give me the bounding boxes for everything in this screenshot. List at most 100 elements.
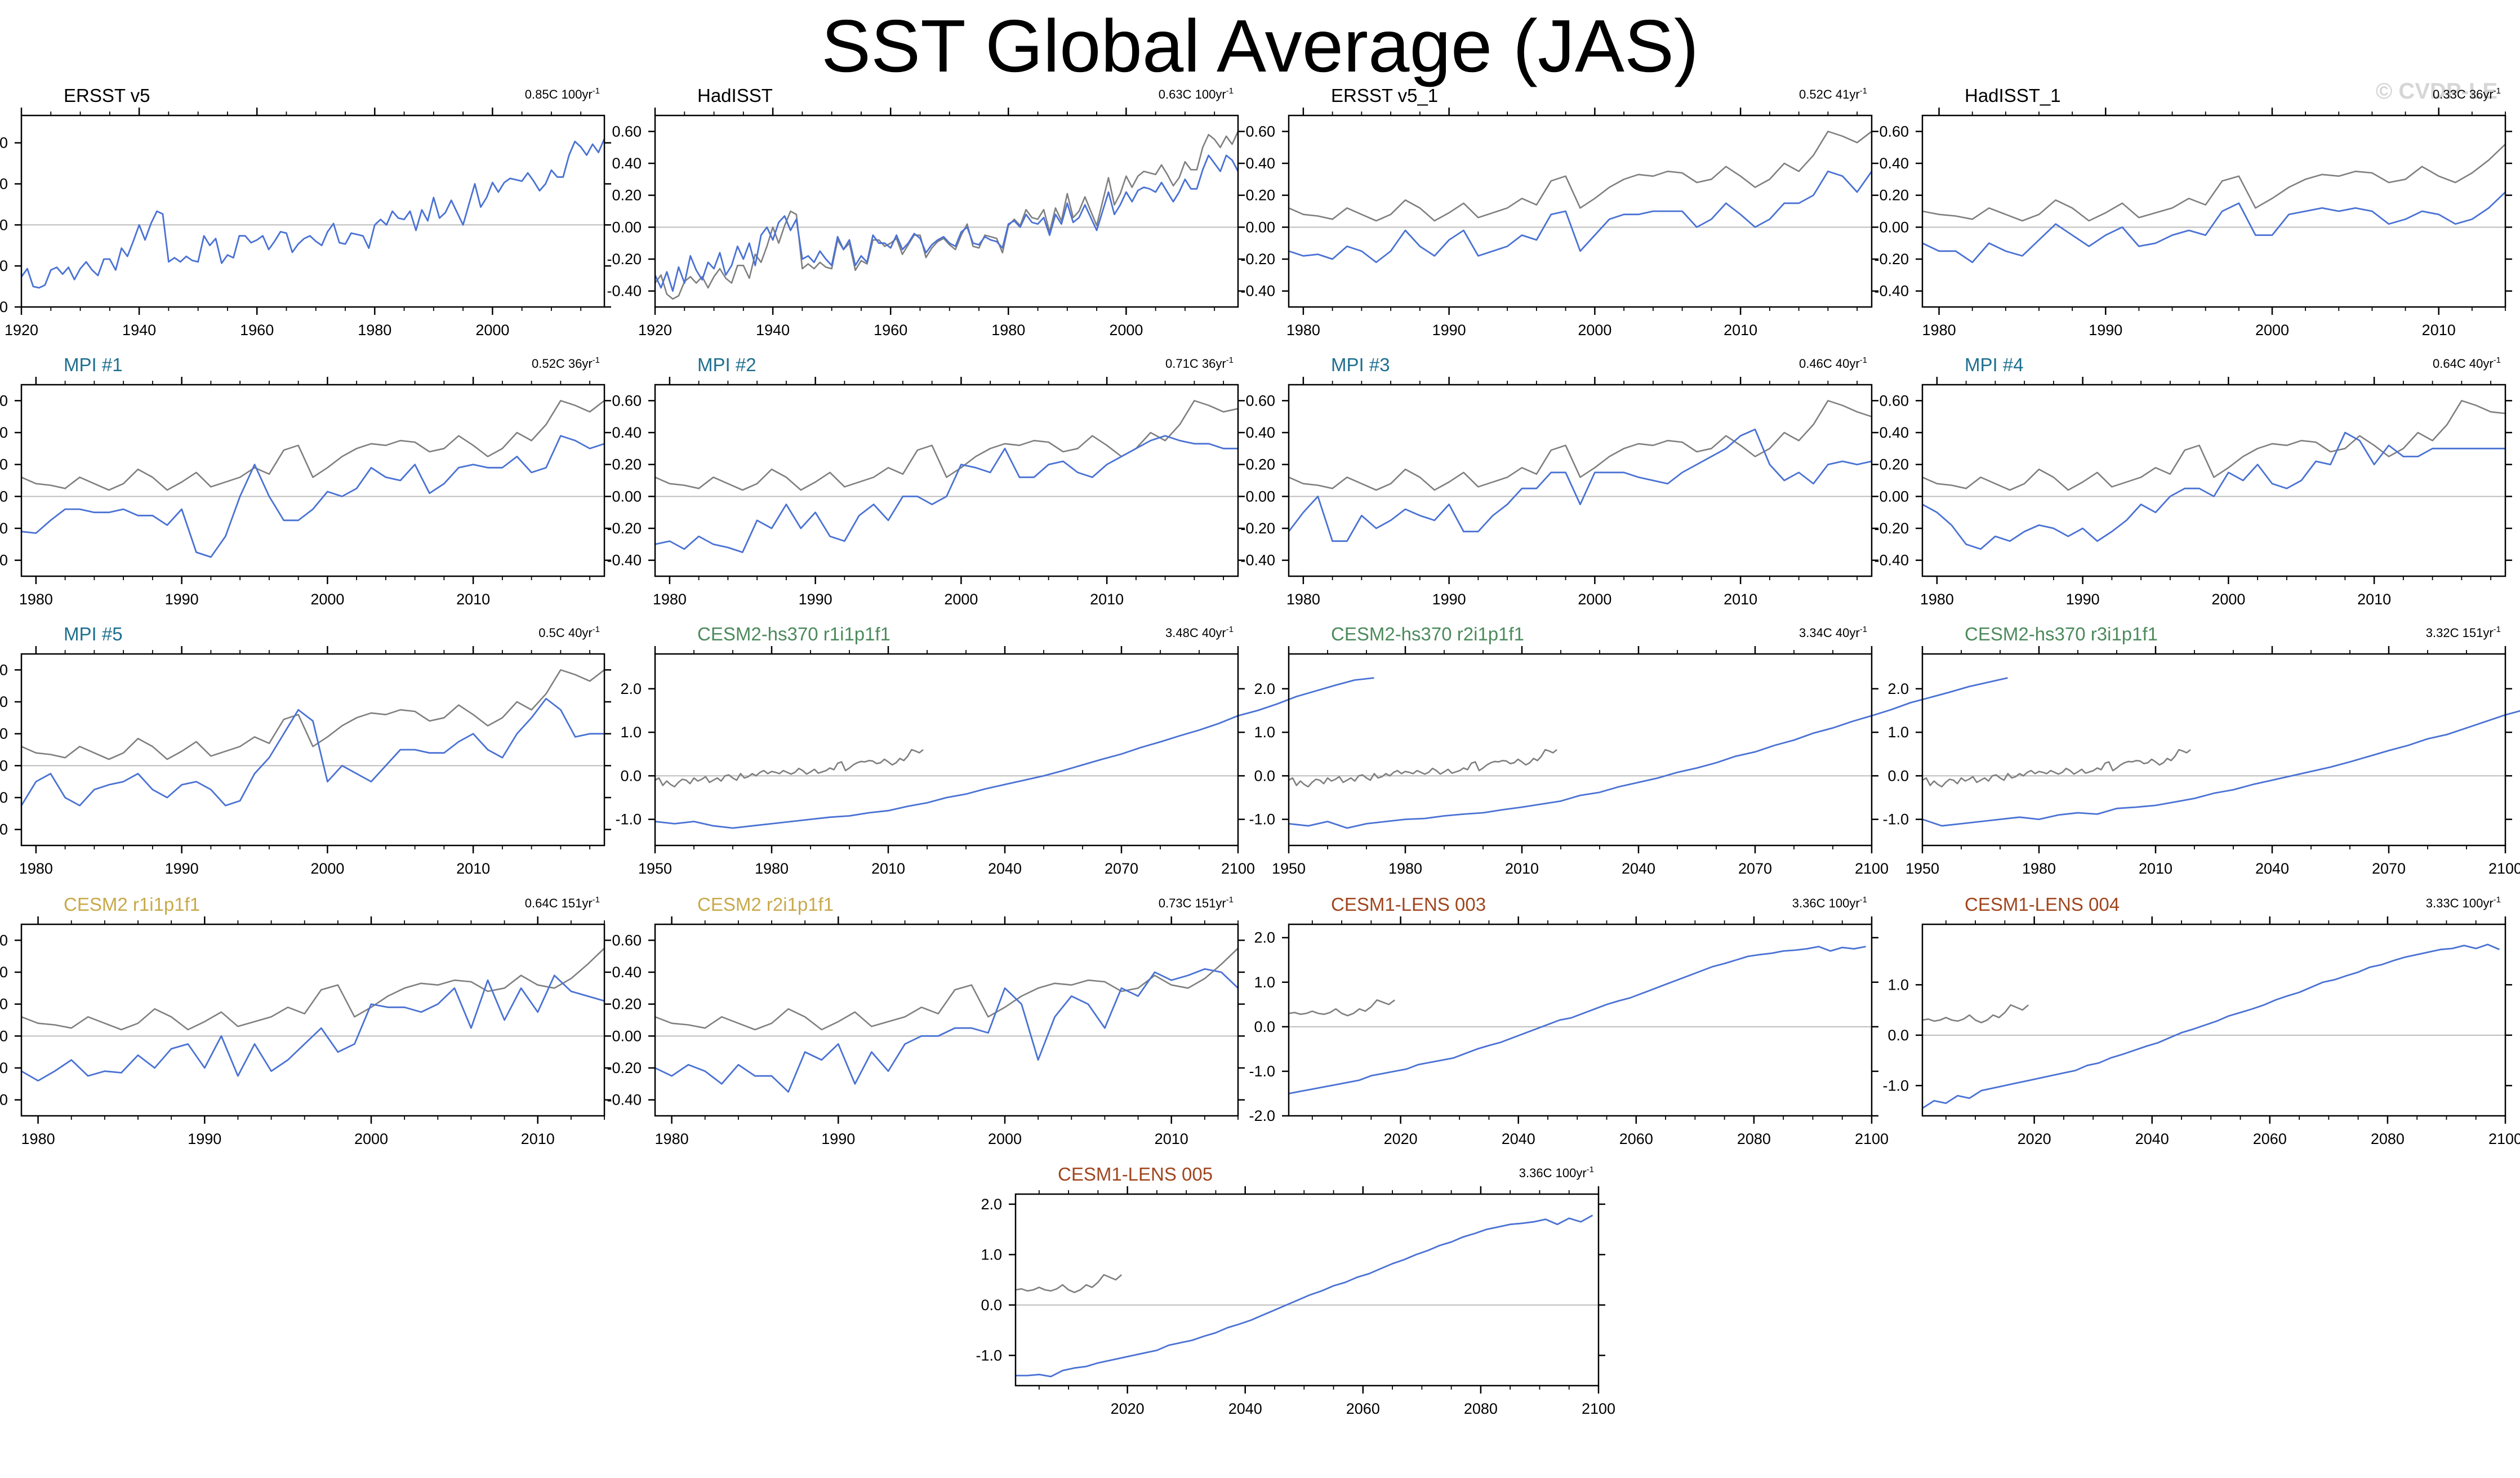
chart-panel: MPI #4 0.64C 40yr-1 0.60 0.40 0.20 0.00 -0.20 -… [1874,354,2512,608]
x-tick-label: 1960 [874,322,907,339]
panel-label: HadISST [697,85,773,106]
x-tick-label: 1990 [165,591,199,608]
trend-label: 0.64C 151yr-1 [525,895,600,910]
panel-label: CESM2 r2i1p1f1 [697,894,834,915]
y-tick-label: 2.0 [981,1196,1002,1213]
y-tick-label: 1.0 [1254,974,1275,991]
y-tick-label: -1.0 [615,811,642,828]
y-tick-label: 2.0 [1254,680,1275,697]
chart-panel: MPI #2 0.71C 36yr-1 0.60 0.40 0.20 0.00 -0.20 -… [607,354,1245,608]
model-series-line [655,435,1238,553]
model-series-line [655,968,1239,1093]
x-tick-label: 2000 [944,591,978,608]
y-tick-label: 0.40 [612,964,642,981]
x-tick-label: 1990 [1432,322,1466,339]
x-tick-label: 2040 [1622,860,1655,877]
plot-frame [1288,653,1873,847]
y-tick-label: 0.40 [0,964,8,981]
x-tick-label: 2000 [1578,322,1611,339]
trend-exponent: -1 [2494,86,2501,96]
y-tick-label: -0.40 [1240,552,1275,569]
x-tick-label: 1980 [1922,322,1956,339]
plot-frame [654,923,1239,1117]
panel-label: CESM2-hs370 r2i1p1f1 [1331,624,1524,644]
y-tick-label: 0.20 [1879,456,1909,473]
obs-series-line [1922,399,2506,491]
x-tick-label: 1990 [2089,322,2122,339]
y-tick-label: -0.20 [1240,520,1275,537]
x-tick-label: 2010 [2422,322,2456,339]
y-tick-label: -0.20 [607,1059,642,1076]
x-tick-label: 1980 [358,322,391,339]
model-series-line [655,677,1374,829]
panel-label: HadISST_1 [1965,85,2061,106]
model-series-line [21,974,605,1082]
y-tick-label: 0.20 [0,725,8,742]
x-tick-label: 2080 [1464,1400,1498,1417]
trend-exponent: -1 [1860,895,1867,905]
x-tick-label: 2000 [1578,591,1611,608]
y-tick-label: 0.60 [612,123,642,140]
y-tick-label: 0.00 [0,488,8,505]
x-tick-label: 1940 [756,322,790,339]
x-tick-label: 1980 [1286,322,1320,339]
y-tick-label: 0.0 [1887,1027,1909,1044]
y-tick-label: 0.20 [612,456,642,473]
x-tick-label: 2010 [1724,322,1757,339]
y-tick-label: -1.0 [1882,1077,1909,1094]
model-series-line [1288,428,1872,542]
y-tick-label: 0.0 [1254,1018,1275,1035]
x-tick-label: 1920 [5,322,38,339]
panel-label: ERSST v5_1 [1331,85,1438,106]
x-tick-label: 2000 [2211,591,2245,608]
y-tick-label: 0.20 [612,187,642,204]
y-tick-label: 0.60 [612,932,642,949]
y-tick-label: 0.60 [0,135,8,152]
trend-label: 0.63C 100yr-1 [1159,86,1234,101]
model-series-line [1922,710,2520,827]
x-tick-label: 2070 [1738,860,1772,877]
trend-label: 3.36C 100yr-1 [1519,1165,1594,1180]
y-tick-label: -0.40 [607,283,642,300]
y-tick-label: -0.20 [0,520,8,537]
plot-frame [1921,923,2506,1117]
obs-series-line [21,669,605,760]
x-tick-label: 1980 [1920,591,1954,608]
chart-panel: CESM1-LENS 003 3.36C 100yr-1 2.0 1.0 0.0 -1.0… [1249,894,1889,1147]
y-tick-label: 0.40 [0,693,8,710]
trend-exponent: -1 [2494,355,2501,365]
chart-panel: CESM1-LENS 005 3.36C 100yr-1 2.0 1.0 0.0 -1.0… [976,1164,1615,1417]
trend-label: 0.73C 151yr-1 [1159,895,1234,910]
y-tick-label: 0.60 [1245,392,1275,409]
trend-label: 0.71C 36yr-1 [1165,355,1234,371]
x-tick-label: 2000 [988,1130,1022,1147]
trend-exponent: -1 [1860,625,1867,634]
x-tick-label: 1980 [755,860,789,877]
x-tick-label: 1980 [1388,860,1422,877]
trend-value: 0.52C 41yr [1799,87,1860,101]
model-series-line [1288,677,2008,829]
trend-value: 0.46C 40yr [1799,357,1860,371]
y-tick-label: 0.60 [1245,123,1275,140]
x-tick-label: 2000 [475,322,509,339]
x-tick-label: 1990 [1432,591,1466,608]
trend-exponent: -1 [2494,895,2501,905]
x-tick-label: 1960 [240,322,274,339]
trend-value: 0.85C 100yr [525,87,593,101]
panel-label: CESM1-LENS 004 [1965,894,2120,915]
y-tick-label: -0.20 [0,789,8,806]
y-tick-label: -0.40 [0,552,8,569]
x-tick-label: 2070 [2372,860,2406,877]
trend-exponent: -1 [1860,355,1867,365]
trend-label: 0.64C 40yr-1 [2433,355,2501,371]
trend-label: 3.34C 40yr-1 [1799,625,1867,640]
x-tick-label: 2060 [1619,1130,1653,1147]
y-tick-label: -0.40 [1874,283,1909,300]
trend-value: 0.64C 40yr [2433,357,2494,371]
x-tick-label: 2010 [2139,860,2172,877]
y-tick-label: 2.0 [620,680,642,697]
y-tick-label: 0.0 [1254,767,1275,784]
plot-frame [20,114,605,308]
y-tick-label: 0.00 [0,216,8,233]
x-tick-label: 2040 [2135,1130,2169,1147]
